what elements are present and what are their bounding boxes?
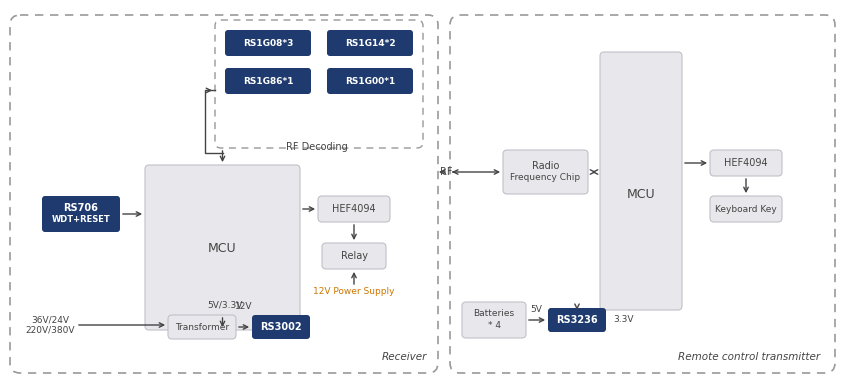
Text: RS1G08*3: RS1G08*3 [243,38,293,48]
FancyBboxPatch shape [225,30,311,56]
FancyBboxPatch shape [252,315,310,339]
FancyBboxPatch shape [600,52,682,310]
Text: HEF4094: HEF4094 [724,158,768,168]
Text: Transformer: Transformer [175,323,229,331]
FancyBboxPatch shape [327,68,413,94]
Text: Batteries: Batteries [473,308,515,318]
Text: MCU: MCU [627,189,655,202]
FancyBboxPatch shape [318,196,390,222]
Text: 5V/3.3V: 5V/3.3V [207,300,242,309]
Text: Keyboard Key: Keyboard Key [715,205,776,214]
Text: Relay: Relay [340,251,367,261]
Text: 12V: 12V [235,302,252,311]
FancyBboxPatch shape [327,30,413,56]
Text: 5V: 5V [530,306,542,314]
Text: HEF4094: HEF4094 [333,204,376,214]
Text: * 4: * 4 [488,321,500,331]
Text: RS1G00*1: RS1G00*1 [345,76,395,86]
Text: RS3236: RS3236 [556,315,598,325]
Text: MCU: MCU [208,242,236,255]
Text: Frequency Chip: Frequency Chip [511,174,581,182]
FancyBboxPatch shape [503,150,588,194]
Text: 3.3V: 3.3V [614,316,634,324]
FancyBboxPatch shape [322,243,386,269]
Text: 12V Power Supply: 12V Power Supply [313,286,395,296]
FancyBboxPatch shape [462,302,526,338]
FancyBboxPatch shape [168,315,236,339]
Text: 220V/380V: 220V/380V [25,326,75,334]
Text: RS1G14*2: RS1G14*2 [344,38,395,48]
Text: RS1G86*1: RS1G86*1 [243,76,293,86]
FancyBboxPatch shape [145,165,300,330]
Text: RS706: RS706 [63,203,99,213]
FancyBboxPatch shape [42,196,120,232]
FancyBboxPatch shape [548,308,606,332]
Text: Receiver: Receiver [381,352,427,362]
Text: RS3002: RS3002 [260,322,302,332]
Text: 36V/24V: 36V/24V [31,316,69,324]
Text: RF Decoding: RF Decoding [286,142,348,152]
Text: Remote control transmitter: Remote control transmitter [678,352,820,362]
FancyBboxPatch shape [710,196,782,222]
Text: Radio: Radio [532,161,560,171]
FancyBboxPatch shape [710,150,782,176]
Text: WDT+RESET: WDT+RESET [51,215,111,225]
FancyBboxPatch shape [225,68,311,94]
Text: RF: RF [440,167,452,177]
